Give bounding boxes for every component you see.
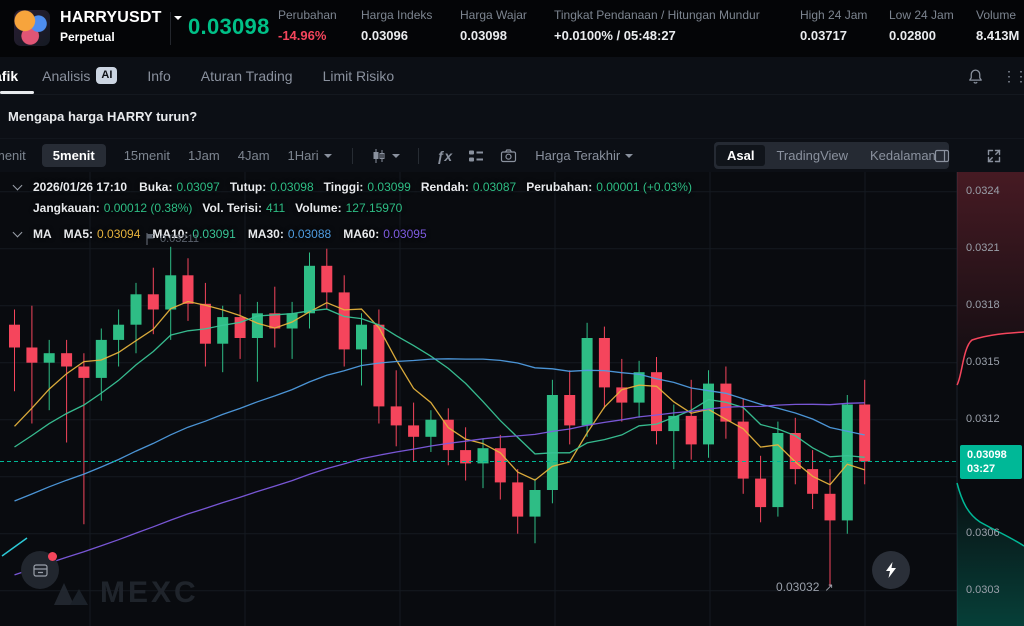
stat-index-price: Harga Indeks 0.03096 (361, 8, 433, 43)
collapse-chevron-icon[interactable] (12, 180, 23, 190)
stat-low-24h: Low 24 Jam 0.02800 (889, 8, 954, 43)
divider (170, 12, 171, 45)
chart-mode-switcher: Asal TradingView Kedalaman (714, 142, 949, 169)
candle-datetime: 2026/01/26 17:10 (33, 180, 128, 194)
ma-legend-row: MA MA5: 0.03094 MA10: 0.03091 MA30: 0.03088… (12, 227, 427, 241)
badge-price: 0.03098 (967, 448, 1007, 461)
mode-tradingview[interactable]: TradingView (776, 148, 849, 163)
lightning-icon (886, 562, 896, 578)
ohlc-info-row-2: Jangkauan: 0.00012 (0.38%) Vol. Terisi: 41… (33, 201, 403, 215)
current-price-badge: 0.03098 03:27 (960, 444, 1022, 479)
tab-grafik[interactable]: afik (0, 67, 19, 84)
symbol-selector[interactable]: HARRYUSDT (60, 9, 182, 27)
badge-countdown: 03:27 (967, 462, 996, 475)
y-axis-label: 0.0324 (966, 184, 1000, 197)
chart-style-icon[interactable] (371, 148, 400, 164)
order-panel-button[interactable] (21, 551, 59, 589)
tab-bar: afik Analisis AI Info Aturan Trading Lim… (0, 57, 1024, 95)
stat-fair-price: Harga Wajar 0.03098 (460, 8, 527, 43)
more-menu-icon[interactable]: ⋮⋮ (1002, 67, 1024, 84)
divider (351, 147, 353, 164)
stat-high-24h: High 24 Jam 0.03717 (800, 8, 868, 43)
question-banner[interactable]: Mengapa harga HARRY turun? (0, 95, 1024, 139)
stat-funding-countdown: Tingkat Pendanaan / Hitungan Mundur +0.0… (554, 8, 760, 43)
session-high-marker: 0.03211 (146, 233, 199, 245)
y-axis-label: 0.0321 (966, 241, 1000, 254)
last-price: 0.03098 (188, 14, 270, 39)
ai-badge: AI (96, 67, 118, 84)
interval-15menit[interactable]: 15menit (123, 148, 170, 163)
tab-analisis[interactable]: Analisis AI (42, 67, 118, 84)
mode-asal[interactable]: Asal (716, 145, 766, 166)
bell-icon[interactable] (967, 68, 984, 85)
fullscreen-icon[interactable] (986, 148, 1002, 164)
quick-trade-button[interactable] (872, 551, 910, 589)
stat-volume: Volume 8.413M (976, 8, 1020, 43)
candlestick-chart[interactable] (0, 172, 1024, 626)
flag-icon (146, 233, 154, 245)
layout-grid-icon[interactable] (468, 148, 484, 164)
chart-area: 2026/01/26 17:10 Buka: 0.03097 Tutup: 0.03… (0, 172, 1024, 626)
active-tab-underline (0, 91, 34, 94)
notification-dot (48, 552, 57, 561)
interval-5menit[interactable]: 5menit (41, 144, 106, 167)
session-low-marker: 0.03032 ↗ (776, 580, 834, 594)
y-axis-label: 0.0306 (966, 526, 1000, 539)
interval-1menit[interactable]: menit (0, 148, 26, 163)
tab-aturan-trading[interactable]: Aturan Trading (200, 67, 293, 84)
tab-info[interactable]: Info (147, 67, 171, 84)
interval-4jam[interactable]: 4Jam (237, 148, 270, 163)
y-axis-label: 0.0303 (966, 583, 1000, 596)
interval-1hari-dropdown[interactable]: 1Hari (288, 148, 332, 163)
collapse-chevron-icon[interactable] (12, 227, 23, 237)
chevron-down-icon (173, 16, 182, 24)
banner-question: Mengapa harga HARRY turun? (8, 109, 198, 124)
tab-limit-risiko[interactable]: Limit Risiko (322, 67, 395, 84)
divider (417, 147, 419, 164)
camera-icon[interactable] (500, 148, 517, 164)
y-axis-label: 0.0315 (966, 355, 1000, 368)
stat-change: Perubahan -14.96% (278, 8, 337, 43)
mode-kedalaman[interactable]: Kedalaman (870, 148, 936, 163)
price-type-dropdown[interactable]: Harga Terakhir (535, 148, 634, 163)
mexc-logo-icon (54, 583, 88, 605)
chevron-down-icon (323, 153, 332, 162)
chart-toolbar: menit 5menit 15menit 1Jam 4Jam 1Hari ƒx … (0, 139, 1024, 172)
y-axis-label: 0.0312 (966, 412, 1000, 425)
indicators-fx-icon[interactable]: ƒx (436, 147, 453, 164)
arrow-up-right-icon: ↗ (824, 581, 834, 594)
panel-layout-icon[interactable] (934, 148, 950, 164)
ohlc-info-row: 2026/01/26 17:10 Buka: 0.03097 Tutup: 0.03… (12, 180, 692, 194)
mexc-watermark: MEXC (52, 576, 199, 610)
interval-1jam[interactable]: 1Jam (187, 148, 220, 163)
y-axis-label: 0.0318 (966, 298, 1000, 311)
market-type: Perpetual (60, 30, 115, 44)
chevron-down-icon (391, 153, 400, 162)
symbol-name: HARRYUSDT (60, 9, 162, 26)
coin-logo (14, 10, 50, 46)
chevron-down-icon (625, 153, 634, 162)
panel-icon (32, 563, 48, 577)
header: HARRYUSDT Perpetual 0.03098 Perubahan -1… (0, 0, 1024, 57)
